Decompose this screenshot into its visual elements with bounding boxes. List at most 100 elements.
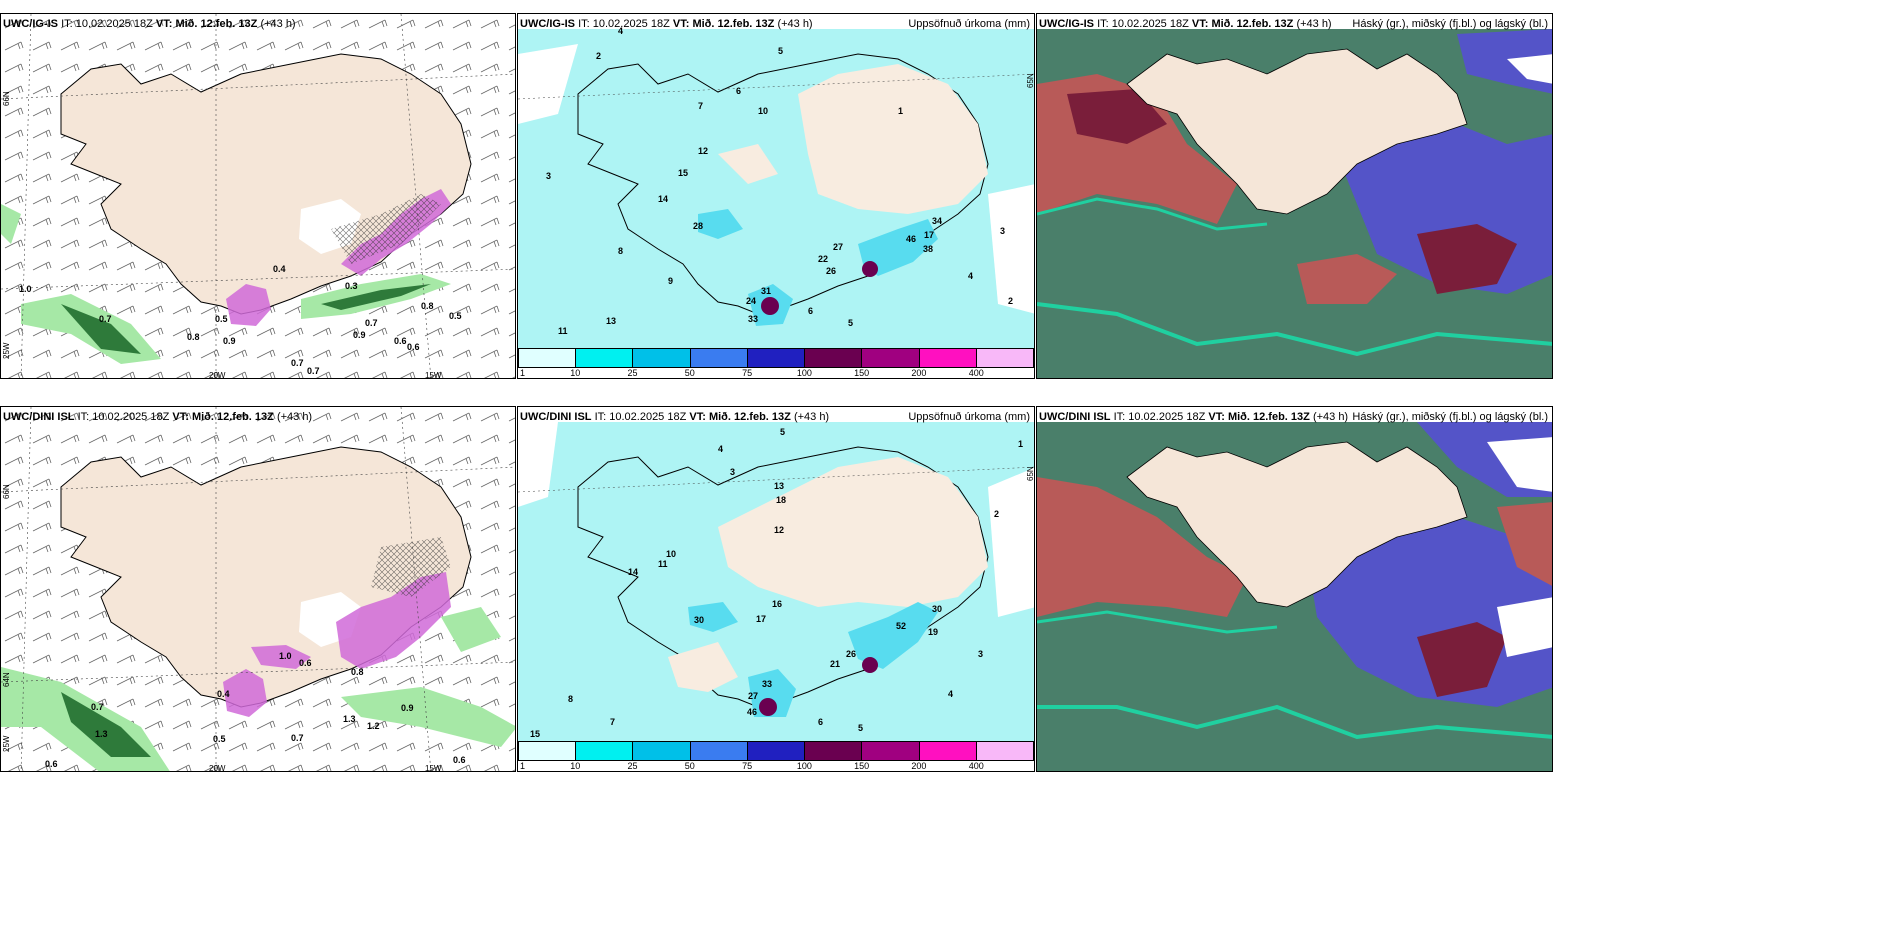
panel-field-label: Uppsöfnuð úrkoma (mm)	[908, 411, 1030, 423]
precip-value: 9	[668, 276, 673, 286]
lat-label: 65N	[1026, 466, 1035, 481]
wind-value: 1.3	[343, 714, 356, 724]
precip-value: 27	[748, 691, 758, 701]
precip-value: 6	[736, 86, 741, 96]
lat-label: 64N	[2, 672, 11, 687]
precip-value: 1	[1018, 439, 1023, 449]
colorbar-swatch	[805, 742, 863, 760]
wind-value: 0.8	[421, 301, 434, 311]
wind-value: 0.6	[407, 342, 420, 352]
precip-value: 2	[994, 509, 999, 519]
colorbar-tick: 50	[684, 761, 695, 771]
colorbar-tick: 400	[968, 761, 984, 771]
precip-panel-bottom: UWC/DINI ISL IT: 10.02.2025 18Z VT: Mið.…	[517, 406, 1035, 772]
colorbar-labels: 1 10 25 50 75 100 150 200 400	[518, 761, 1034, 771]
precip-value: 7	[610, 717, 615, 727]
precip-value: 4	[968, 271, 973, 281]
wind-panel-top: UWC/IG-IS IT: 10.02.2025 18Z VT: Mið. 12…	[0, 13, 516, 379]
wind-value: 0.7	[291, 358, 304, 368]
colorbar-swatch	[805, 349, 863, 367]
wind-value: 0.6	[394, 336, 407, 346]
iceland-land	[1126, 48, 1468, 215]
lat-label: 25W	[2, 735, 11, 752]
dry-area	[718, 457, 988, 607]
colorbar-tick: 400	[968, 368, 984, 378]
precip-value: 15	[678, 168, 688, 178]
precip-mid	[858, 219, 938, 276]
lon-label: 20W	[209, 371, 226, 379]
colorbar-swatches	[518, 741, 1034, 761]
panel-title: UWC/IG-IS IT: 10.02.2025 18Z VT: Mið. 12…	[3, 18, 296, 30]
precip-band-3	[1, 204, 21, 244]
wind-value: 0.9	[353, 330, 366, 340]
precip-mid	[688, 602, 738, 632]
colorbar-tick: 150	[854, 761, 870, 771]
colorbar-labels: 1 10 25 50 75 100 150 200 400	[518, 368, 1034, 378]
precip-band-2	[341, 687, 515, 747]
precip-value: 38	[923, 244, 933, 254]
precip-value: 13	[606, 316, 616, 326]
precip-value: 8	[618, 246, 623, 256]
wind-panel-bottom: UWC/DINI ISL IT: 10.02.2025 18Z VT: Mið.…	[0, 406, 516, 772]
white-area	[518, 422, 558, 507]
precip-value: 10	[666, 549, 676, 559]
wind-value: 0.8	[351, 667, 364, 677]
precip-value: 8	[568, 694, 573, 704]
precip-value: 3	[730, 467, 735, 477]
wind-value: 0.8	[187, 332, 200, 342]
wind-value: 1.0	[279, 651, 292, 661]
lon-line	[20, 14, 32, 378]
white-area	[988, 467, 1034, 617]
precip-value: 46	[906, 234, 916, 244]
panel-title: UWC/DINI ISL IT: 10.02.2025 18Z VT: Mið.…	[520, 411, 830, 423]
precip-map: 4 2 5 3 7 6 10 12 15 14 28 24 31 33 22 2…	[518, 26, 1034, 350]
colorbar-swatch	[690, 349, 748, 367]
wind-value: 0.7	[365, 318, 378, 328]
mid-cloud-dark	[1417, 224, 1517, 294]
precip-value: 5	[780, 427, 785, 437]
precip-band-2-core	[61, 304, 141, 354]
precip-value: 5	[778, 46, 783, 56]
lat-line	[1, 268, 515, 290]
cloud-panel-top: UWC/IG-IS IT: 10.02.2025 18Z VT: Mið. 12…	[1036, 13, 1553, 379]
precip-max	[759, 698, 777, 716]
precip-value: 14	[658, 194, 668, 204]
mid-cloud-dark	[1417, 622, 1507, 697]
precip-value: 7	[698, 101, 703, 111]
colorbar-tick: 100	[796, 368, 812, 378]
lat-label: 25W	[2, 342, 11, 359]
snow-cover-east	[336, 572, 451, 669]
green-edge	[1037, 302, 1552, 357]
precip-value: 26	[826, 266, 836, 276]
precip-mid	[698, 209, 743, 239]
precip-value: 28	[693, 221, 703, 231]
mid-cloud-red	[1037, 477, 1247, 617]
precip-value: 31	[761, 286, 771, 296]
precip-value: 33	[748, 314, 758, 324]
precip-map: 4 3 5 13 18 12 16 17 30 33 27 46 21 26 5…	[518, 422, 1034, 743]
wind-value: 0.7	[307, 366, 320, 376]
colorbar-swatch	[518, 742, 577, 760]
lon-label: 15W	[425, 371, 442, 379]
precip-value: 27	[833, 242, 843, 252]
colorbar-swatch	[576, 349, 634, 367]
precip-value: 5	[858, 723, 863, 733]
mid-cloud-dark	[1067, 89, 1167, 144]
precip-value: 26	[846, 649, 856, 659]
precip-value: 1	[898, 106, 903, 116]
wind-value: 0.5	[449, 311, 462, 321]
colorbar-tick: 1	[520, 761, 526, 771]
wind-value: 0.5	[215, 314, 228, 324]
green-edge	[1037, 610, 1278, 634]
colorbar-tick: 10	[570, 761, 581, 771]
colorbar-swatch	[862, 742, 920, 760]
precip-value: 17	[924, 230, 934, 240]
wind-value: 0.9	[223, 336, 236, 346]
precip-value: 52	[896, 621, 906, 631]
wind-value: 1.3	[95, 729, 108, 739]
lat-label: 65N	[1026, 73, 1035, 88]
lon-line	[20, 407, 32, 771]
precip-band-1-core	[61, 692, 151, 757]
colorbar-tick: 75	[742, 761, 753, 771]
precip-value: 2	[1008, 296, 1013, 306]
